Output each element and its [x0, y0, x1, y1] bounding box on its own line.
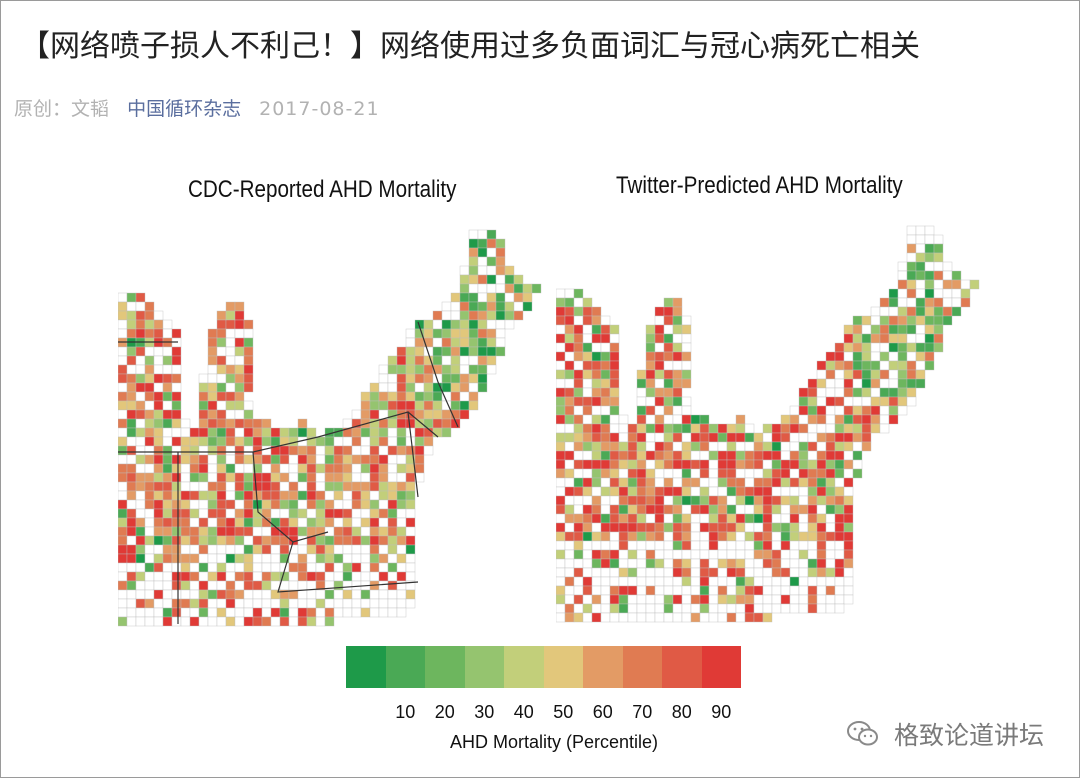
- legend-tick-label: 70: [632, 702, 653, 722]
- legend-tick-label: 80: [671, 702, 692, 722]
- legend-label: AHD Mortality (Percentile): [450, 732, 659, 752]
- left-map-title: CDC-Reported AHD Mortality: [188, 176, 457, 203]
- article-meta: 原创：文韬 中国循环杂志 2017-08-21: [14, 96, 380, 122]
- legend-swatch: [701, 646, 741, 688]
- legend-tick-label: 40: [513, 702, 534, 722]
- legend-swatch: [622, 646, 662, 688]
- article-author: 原创：文韬: [14, 98, 110, 120]
- legend-swatch: [425, 646, 465, 688]
- legend-swatch: [504, 646, 544, 688]
- article-title: 【网络喷子损人不利己！】网络使用过多负面词汇与冠心病死亡相关: [20, 29, 920, 64]
- watermark-text: 格致论道讲坛: [893, 721, 1044, 750]
- legend-swatch: [543, 646, 583, 688]
- article-source-link[interactable]: 中国循环杂志: [127, 98, 242, 120]
- legend-color-scale: [346, 646, 741, 688]
- article-date: 2017-08-21: [259, 98, 380, 120]
- twitter-mortality-map: [556, 225, 980, 623]
- wechat-icon: [846, 720, 880, 754]
- legend-tick-label: 60: [592, 702, 613, 722]
- legend-tick-label: 20: [434, 702, 455, 722]
- watermark: 格致论道讲坛: [846, 716, 1044, 754]
- legend-tick-label: 30: [474, 702, 495, 722]
- legend-swatch: [385, 646, 425, 688]
- legend-tick-label: 10: [395, 702, 416, 722]
- legend-swatch: [346, 646, 386, 688]
- legend-tick-label: 50: [553, 702, 574, 722]
- cdc-mortality-map: [118, 229, 542, 627]
- legend-swatch: [464, 646, 504, 688]
- legend-swatch: [583, 646, 623, 688]
- legend-swatch: [662, 646, 702, 688]
- right-map-title: Twitter-Predicted AHD Mortality: [616, 172, 903, 199]
- legend-tick-label: 90: [711, 702, 732, 722]
